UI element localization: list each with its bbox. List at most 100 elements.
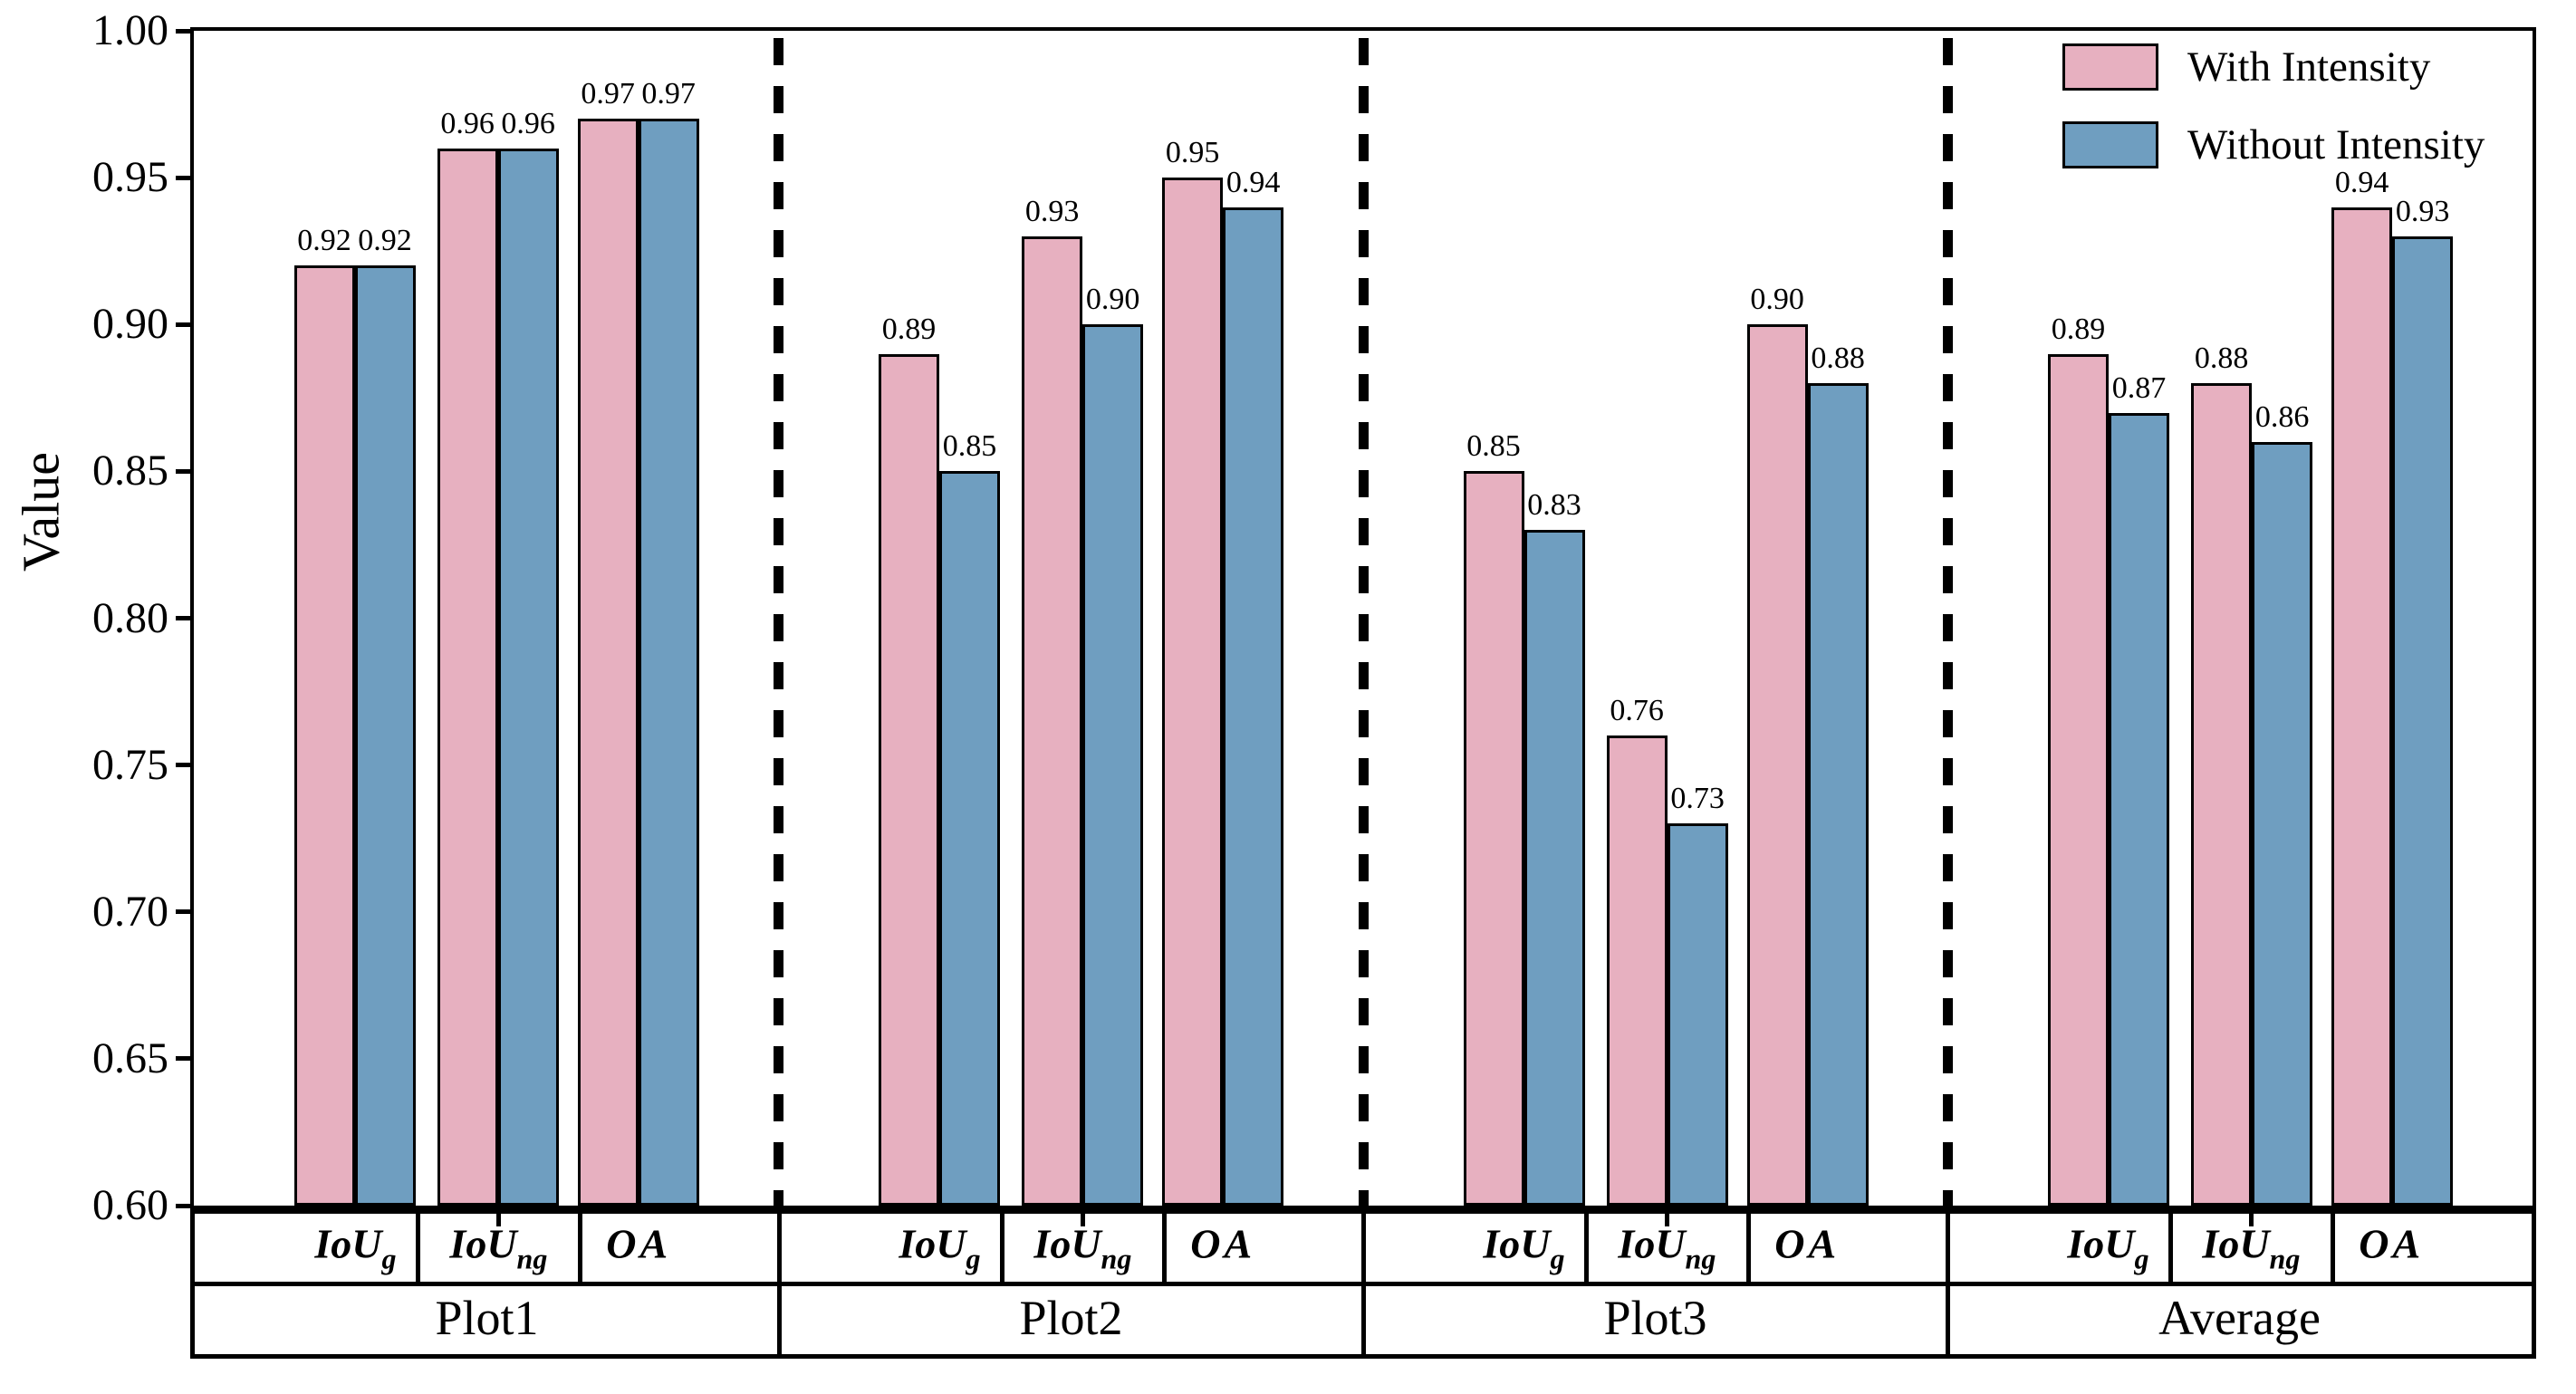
y-axis-tick-mark	[176, 322, 190, 327]
bar-without-intensity	[354, 265, 416, 1206]
y-axis-tick-label: 0.60	[92, 1181, 168, 1229]
bar-without-intensity	[1667, 823, 1728, 1206]
metric-label: IoUg	[314, 1220, 397, 1275]
bar-value-label: 0.93	[2395, 194, 2450, 228]
metric-label-subscript: ng	[2269, 1242, 2301, 1275]
bar-with-intensity	[1463, 471, 1524, 1206]
y-axis-tick-mark	[176, 616, 190, 620]
bar-value-label: 0.96	[440, 106, 495, 140]
y-axis-tick-mark	[176, 1203, 190, 1208]
metric-label-subscript: ng	[1685, 1242, 1716, 1275]
y-axis-tick-mark	[176, 28, 190, 34]
y-axis-tick-label: 0.90	[92, 300, 168, 349]
group-separator-line	[1943, 38, 1953, 1206]
metric-label-subscript: ng	[516, 1242, 548, 1275]
metric-label-subscript: g	[381, 1242, 397, 1275]
metric-label-base: OA	[2359, 1220, 2425, 1267]
table-metric-divider	[2330, 1214, 2335, 1286]
metric-label-base: IoU	[1483, 1220, 1551, 1267]
metric-label: IoUg	[2067, 1223, 2149, 1275]
legend-entry-without-intensity: Without Intensity	[2062, 121, 2485, 168]
bar-value-label: 0.93	[1024, 194, 1080, 228]
x-axis-tick-mark	[1080, 1214, 1085, 1226]
bar-with-intensity	[879, 353, 939, 1206]
bar-without-intensity	[2252, 441, 2313, 1206]
bar-with-intensity	[437, 148, 498, 1206]
bar-value-label: 0.92	[297, 224, 351, 258]
x-axis-table: IoUg IoUng OA Plot1 IoUg IoUng OA Plot2 IoUg IoUn…	[190, 1209, 2536, 1359]
bar-with-intensity	[2191, 383, 2253, 1206]
bar-without-intensity	[2109, 412, 2169, 1206]
metric-label: OA	[2359, 1220, 2425, 1274]
bar-value-label: 0.85	[942, 429, 997, 464]
group-separator-line	[1358, 38, 1369, 1206]
metric-label-base: OA	[606, 1220, 672, 1267]
group-separator-line	[774, 38, 783, 1206]
bar-without-intensity	[2392, 236, 2454, 1206]
bar-without-intensity	[1807, 383, 1869, 1206]
bar-without-intensity	[939, 471, 1000, 1206]
group-label: Plot1	[435, 1291, 539, 1345]
group-label: Plot3	[1603, 1291, 1707, 1345]
x-axis-tick-mark	[2248, 1214, 2254, 1226]
y-axis-tick-mark	[176, 763, 190, 768]
y-axis-tick-mark	[176, 909, 190, 915]
bar-without-intensity	[1223, 207, 1284, 1206]
metric-label-base: IoU	[1033, 1220, 1101, 1267]
metric-label: IoUng	[1618, 1220, 1716, 1275]
bar-value-label: 0.86	[2254, 399, 2310, 434]
y-axis-tick-label: 0.80	[92, 593, 168, 642]
bar-value-label: 0.94	[1226, 165, 1281, 199]
bar-value-label: 0.73	[1670, 782, 1725, 816]
metric-label-base: IoU	[1618, 1220, 1686, 1267]
legend: With Intensity Without Intensity	[2062, 43, 2485, 199]
metric-label-base: IoU	[2202, 1220, 2270, 1267]
y-axis-tick-label: 0.75	[92, 740, 168, 789]
table-metric-divider	[415, 1214, 420, 1286]
y-axis-tick-mark	[176, 1056, 190, 1062]
legend-label-with-intensity: With Intensity	[2187, 43, 2431, 91]
metric-label: OA	[606, 1220, 672, 1274]
metric-label-subscript: g	[2134, 1242, 2149, 1275]
table-metric-divider	[2167, 1214, 2173, 1286]
metric-label: IoUng	[2202, 1220, 2301, 1275]
bar-with-intensity	[2048, 353, 2109, 1206]
bar-value-label: 0.83	[1527, 488, 1581, 523]
y-axis-tick-mark	[176, 468, 190, 474]
bar-value-label: 0.94	[2334, 165, 2389, 199]
group-label: Average	[2158, 1291, 2321, 1345]
y-axis-tick-mark	[176, 175, 190, 180]
metric-label-base: OA	[1774, 1220, 1841, 1267]
table-metric-divider	[1583, 1214, 1589, 1286]
bar-with-intensity	[1746, 324, 1808, 1206]
x-axis-tick-mark	[495, 1214, 501, 1226]
metric-label: OA	[1774, 1220, 1841, 1274]
bar-value-label: 0.85	[1466, 429, 1521, 464]
metric-label-base: IoU	[314, 1220, 382, 1267]
bar-value-label: 0.97	[641, 77, 696, 111]
metric-label: IoUng	[1033, 1220, 1131, 1274]
bar-with-intensity	[2331, 207, 2393, 1206]
bar-value-label: 0.88	[1811, 341, 1865, 376]
bar-with-intensity	[293, 265, 355, 1206]
table-metric-divider	[999, 1214, 1004, 1286]
bar-without-intensity	[1082, 324, 1144, 1206]
bar-without-intensity	[1523, 530, 1585, 1206]
y-axis-tick-label: 0.85	[92, 447, 168, 495]
bar-value-label: 0.97	[581, 77, 635, 111]
table-metric-divider	[577, 1214, 582, 1286]
table-metric-divider	[1745, 1214, 1751, 1286]
y-axis-tick-label: 0.95	[92, 153, 168, 202]
table-group-divider	[1360, 1214, 1366, 1354]
metric-label-subscript: g	[966, 1242, 981, 1275]
bar-with-intensity	[1022, 236, 1083, 1206]
metric-label-base: IoU	[899, 1220, 966, 1267]
legend-label-without-intensity: Without Intensity	[2187, 120, 2485, 168]
bar-value-label: 0.76	[1610, 694, 1664, 728]
y-axis-tick-label: 0.65	[92, 1033, 168, 1082]
bar-value-label: 0.89	[2051, 312, 2106, 346]
bar-value-label: 0.92	[358, 224, 412, 258]
metric-label: OA	[1190, 1223, 1255, 1274]
bar-value-label: 0.89	[881, 312, 937, 346]
